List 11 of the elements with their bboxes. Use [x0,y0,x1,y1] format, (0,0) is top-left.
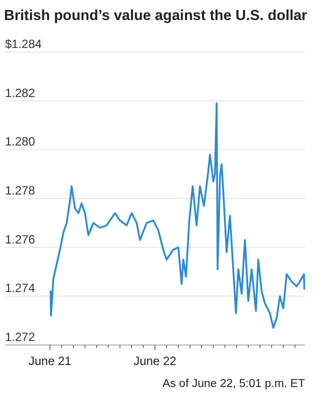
x-tick-label: June 22 [134,354,177,368]
y-tick-label: 1.274 [5,281,36,296]
y-tick-label: 1.278 [5,184,36,198]
y-tick-label: $1.284 [5,37,42,51]
y-tick-label: 1.282 [5,86,36,100]
x-tick-label: June 21 [28,354,72,368]
text: As of June 22, 5:01 p.m. ET [162,378,305,390]
y-tick-label: 1.280 [5,134,36,149]
chart-title: British pound’s value against the U.S. dollar [4,8,308,24]
y-tick-label: 1.276 [5,232,36,246]
y-tick-label: 1.272 [5,330,36,344]
